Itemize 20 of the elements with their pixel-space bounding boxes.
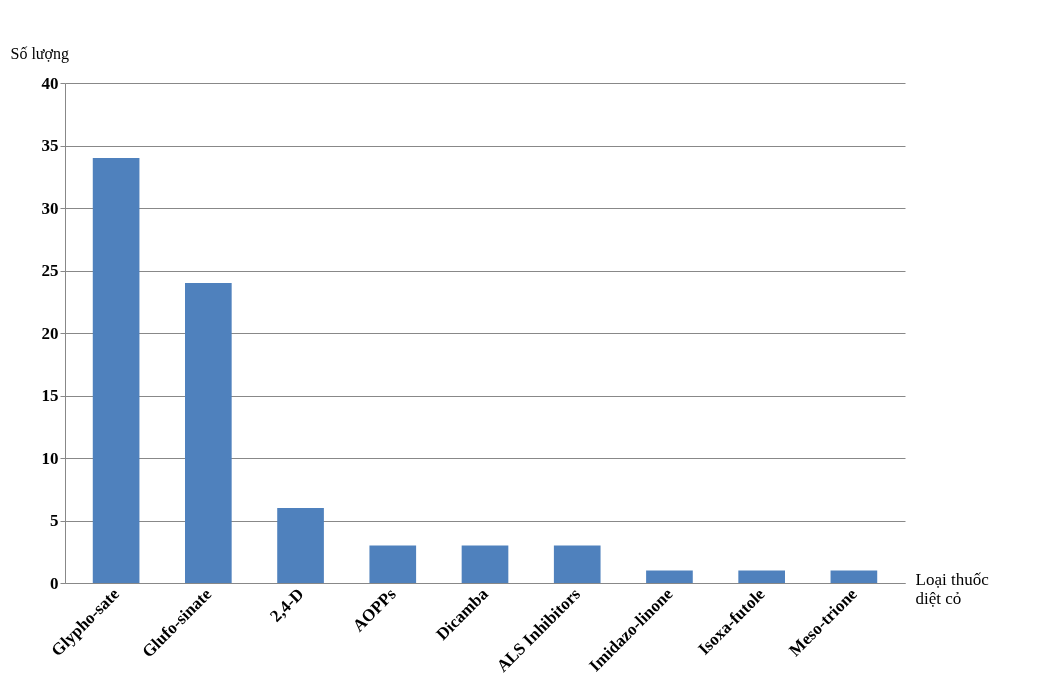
bar [277, 508, 324, 583]
y-tick-label: 10 [41, 448, 59, 468]
bar [461, 545, 509, 583]
y-tick-label: 15 [41, 386, 59, 405]
y-axis-title: Số lượng [10, 44, 69, 63]
bar [369, 545, 417, 583]
bar [185, 283, 232, 583]
y-tick-label: 30 [41, 198, 59, 218]
y-tick-label: 35 [41, 136, 59, 155]
y-tick-label: 25 [41, 261, 59, 280]
bar [830, 570, 878, 583]
bar [92, 158, 140, 583]
y-tick-label: 40 [41, 73, 59, 93]
y-tick-label: 5 [50, 511, 59, 530]
y-tick-label: 20 [41, 323, 59, 343]
bar [553, 545, 601, 583]
y-tick-label: 0 [50, 573, 59, 593]
bar [646, 570, 693, 583]
x-axis-title: Loại thuốc diệt cỏ [915, 569, 990, 608]
bar [738, 570, 785, 583]
